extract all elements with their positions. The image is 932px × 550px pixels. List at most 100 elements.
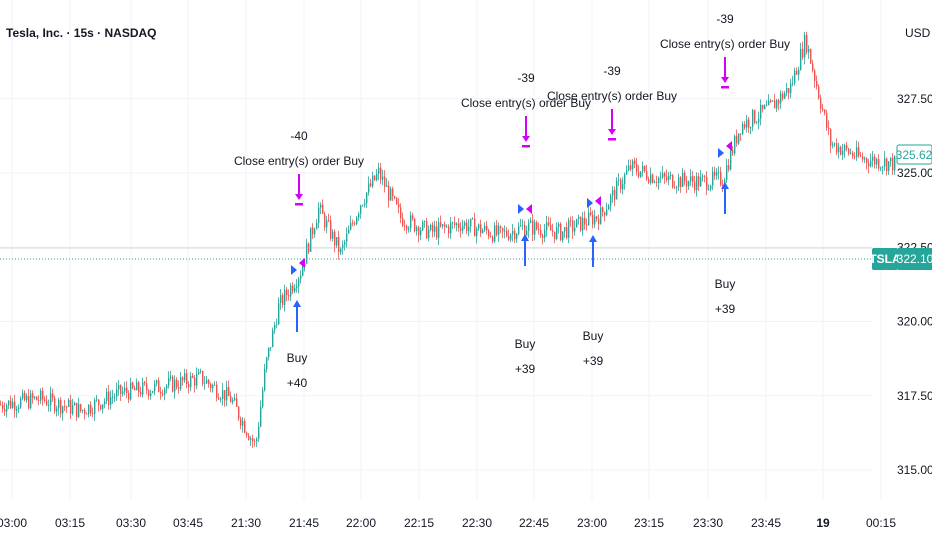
candle [250,435,252,446]
candle [220,396,222,403]
candle [528,219,530,239]
candle [876,157,878,169]
candle [54,395,56,415]
candle [102,404,104,414]
candle [558,222,560,234]
candle [40,388,42,404]
candle [776,98,778,113]
candle [352,219,354,227]
candle [492,235,494,244]
candle [456,222,458,232]
x-tick-label: 22:00 [346,516,376,530]
candle [106,387,108,405]
candle [326,215,328,234]
last-price-tag[interactable]: 325.62 [896,144,932,165]
candle [880,166,882,171]
candle [616,177,618,200]
x-tick-label: 23:15 [634,516,664,530]
candle [354,220,356,226]
candle [630,159,632,172]
candle [544,223,546,243]
close-order-annotation[interactable]: -39 Close entry(s) order Buy [461,71,591,148]
candle [300,270,302,284]
candle [20,396,22,409]
candle [366,192,368,208]
exit-marker-icon [726,141,732,151]
candle [242,417,244,433]
symbol-title[interactable]: Tesla, Inc. · 15s · NASDAQ [6,26,157,40]
candle [840,145,842,156]
candle [606,202,608,217]
x-tick-label: 23:45 [751,516,781,530]
candle [566,222,568,240]
candle [322,199,324,214]
candle [178,380,180,394]
candle [794,67,796,86]
candle [68,398,70,408]
candle [800,42,802,71]
candle [142,377,144,398]
candle [814,68,816,88]
currency-label[interactable]: USD [905,26,931,40]
candle [156,379,158,387]
candle [508,229,510,242]
candle [504,225,506,239]
candle [444,221,446,234]
candle [296,279,298,293]
candle [50,386,52,412]
candle [276,318,278,329]
candle [298,276,300,294]
candle [96,394,98,403]
buy-qty-label: +39 [515,362,536,376]
close-order-annotation[interactable]: -40 Close entry(s) order Buy [234,129,364,206]
candle [224,390,226,407]
candle [530,217,532,224]
candle [214,381,216,386]
candle [766,100,768,107]
candle [410,211,412,233]
candle [608,204,610,210]
candle [534,219,536,241]
candle [362,204,364,207]
candle [856,140,858,161]
candle [414,217,416,233]
candle [770,99,772,103]
candle [792,75,794,87]
buy-order-annotation[interactable]: Buy +40 [287,300,308,390]
candle [168,371,170,389]
buy-arrowhead-icon [589,235,597,242]
candle [436,221,438,240]
candle [82,409,84,414]
buy-order-annotation[interactable]: Buy +39 [715,182,736,316]
buy-order-annotation[interactable]: Buy +39 [583,235,604,368]
candle [458,218,460,232]
candle [886,157,888,176]
candle [380,162,382,184]
candle [540,224,542,239]
candle [498,222,500,242]
candle [8,400,10,410]
candle [332,229,334,242]
candle [30,389,32,410]
candle [570,216,572,227]
x-tick-label: 03:15 [55,516,85,530]
close-order-annotation[interactable]: -39 Close entry(s) order Buy [547,64,677,141]
candle [190,371,192,392]
candle [272,327,274,348]
candle [176,377,178,390]
candle [602,206,604,217]
candle [666,169,668,183]
close-order-annotation[interactable]: -39 Close entry(s) order Buy [660,12,790,89]
candle [586,218,588,231]
candle [318,202,320,228]
x-tick-label: 03:45 [173,516,203,530]
candle [820,94,822,114]
candle [760,99,762,126]
candle [170,370,172,382]
candle [474,212,476,237]
buy-order-annotation[interactable]: Buy +39 [515,234,536,376]
candle [386,178,388,188]
